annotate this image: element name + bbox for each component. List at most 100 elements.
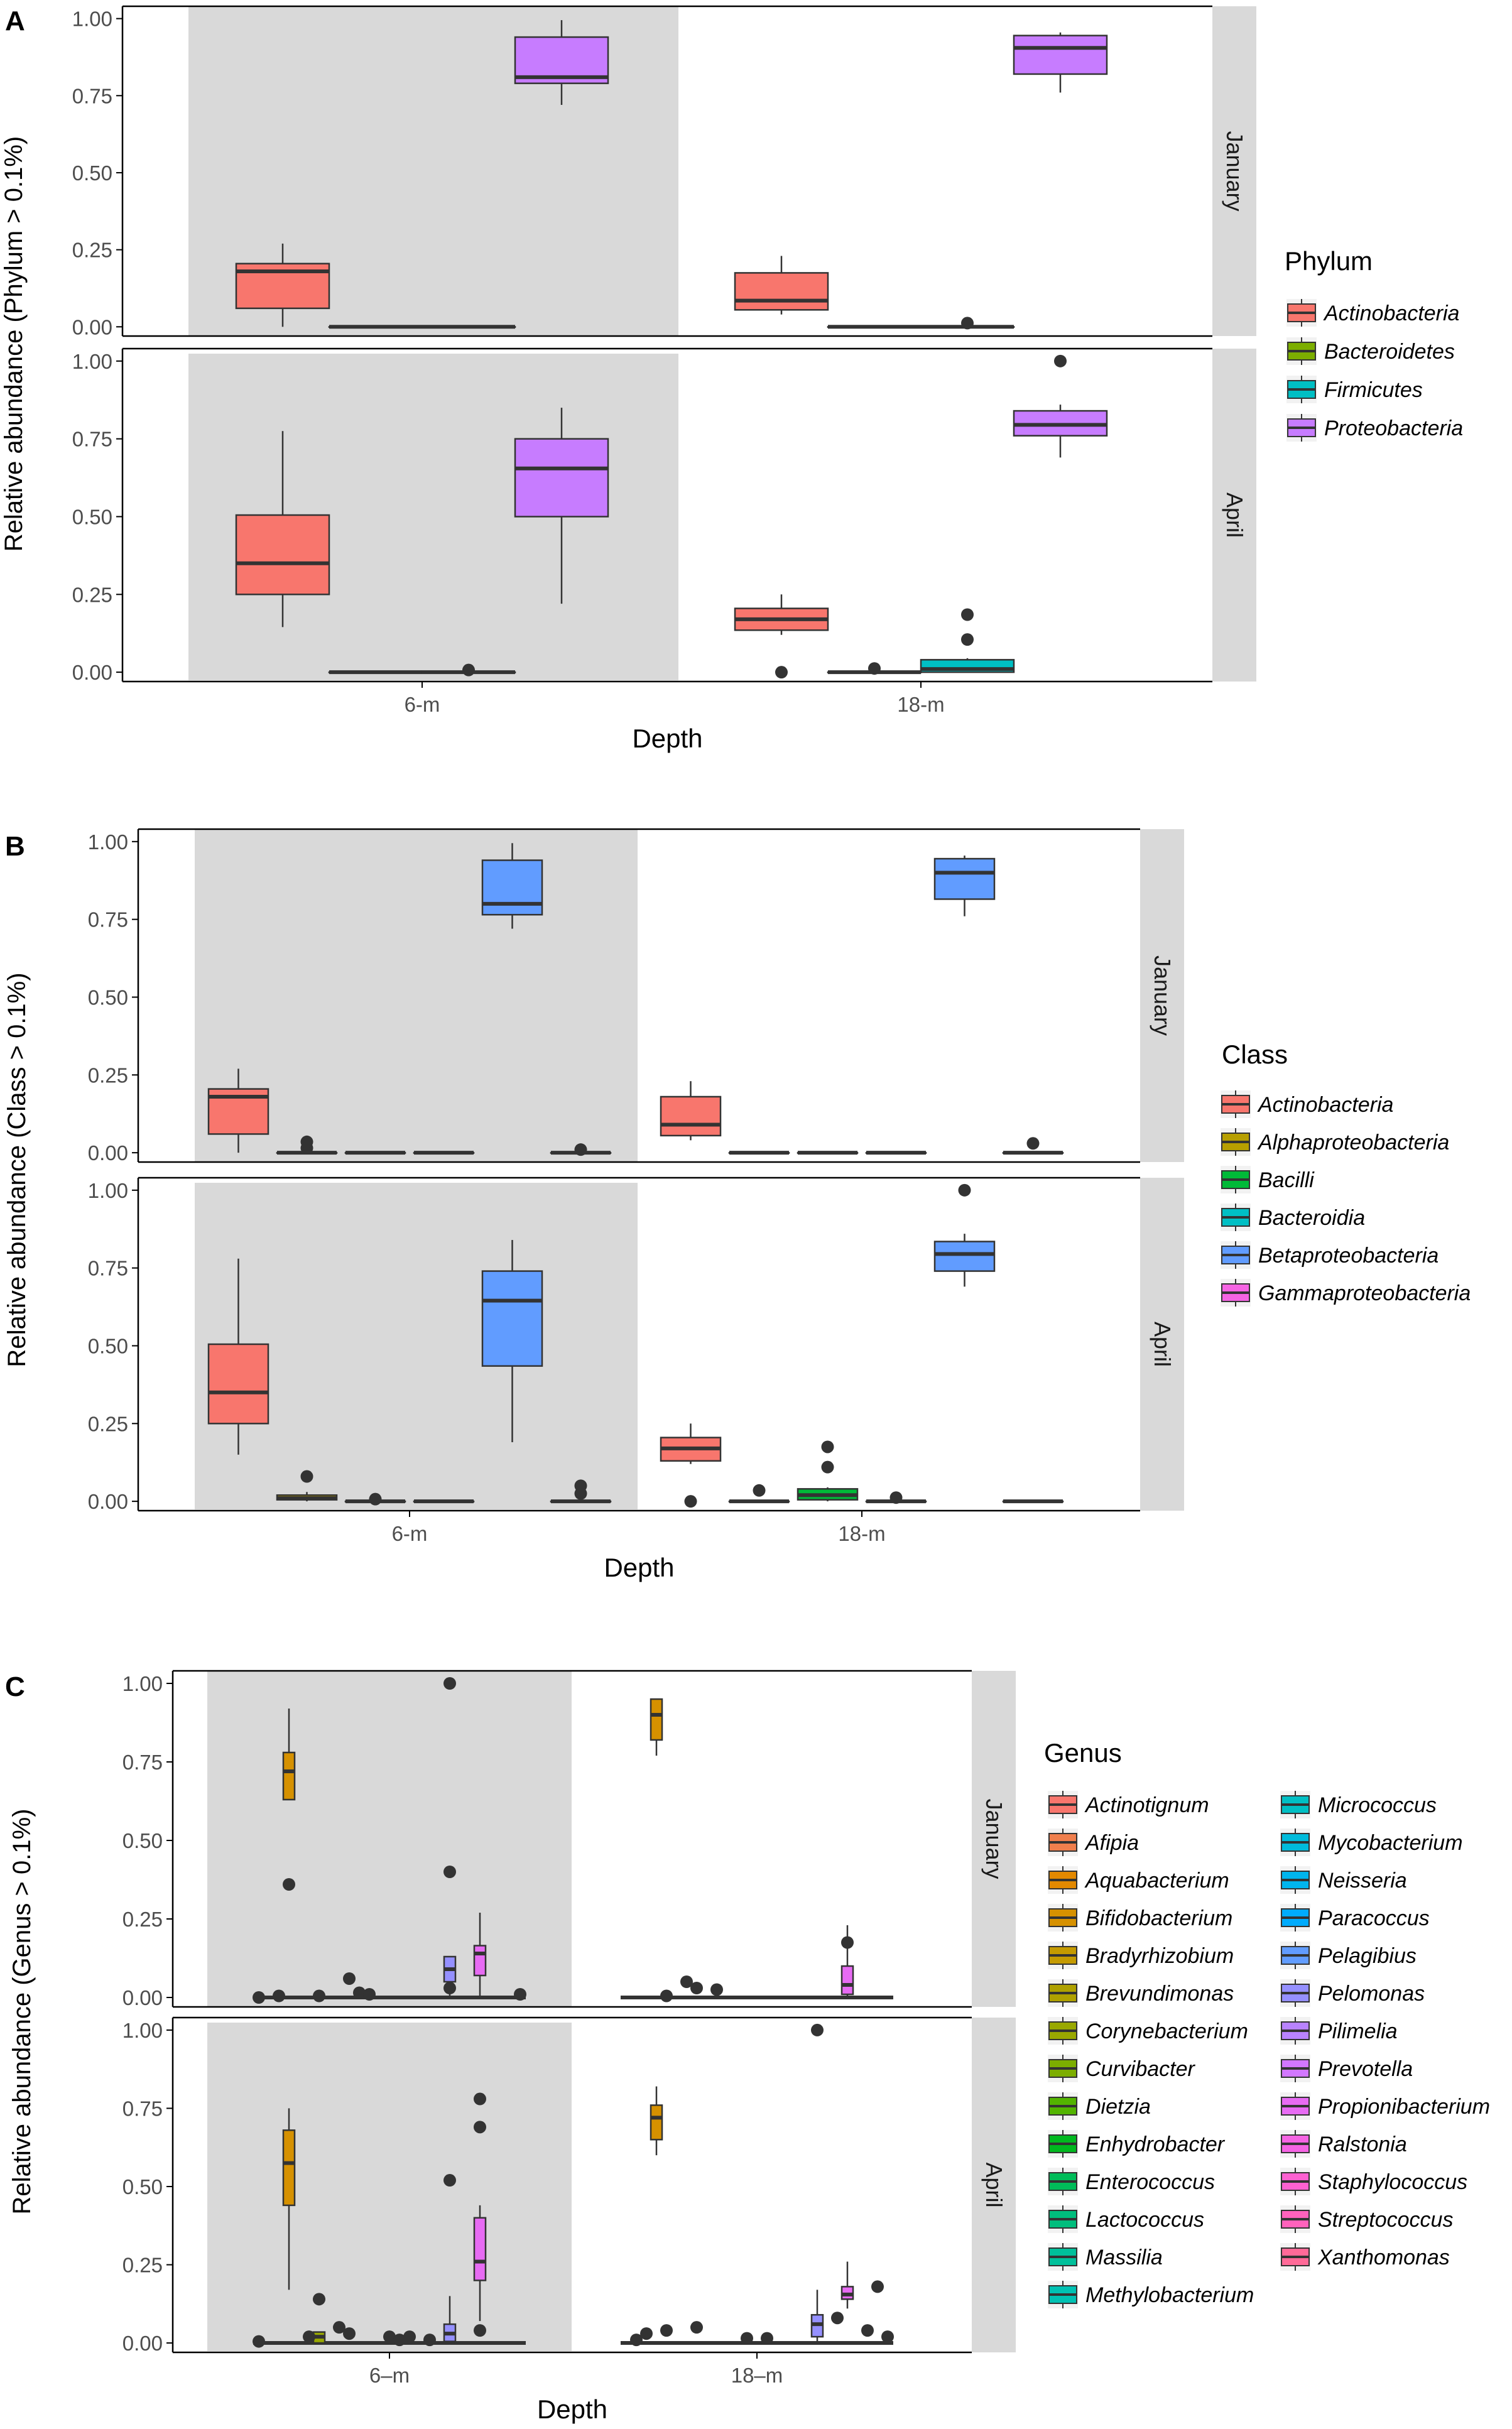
legend-item: Staphylococcus [1280,2168,1467,2195]
outlier-point [303,2330,315,2344]
facet-strip [1212,6,1256,336]
outlier-point [775,666,788,679]
outlier-point [443,1677,456,1690]
box-body [734,272,829,311]
y-tick-label: 1.00 [88,1179,128,1202]
legend-label: Pelagibius [1318,1944,1417,1968]
legend-item: Enterococcus [1048,2168,1215,2195]
facet-strip [1140,829,1184,1162]
legend-item: Actinobacteria [1221,1090,1393,1118]
box-firmicutes [920,317,1015,330]
legend-label: Actinobacteria [1323,302,1459,325]
outlier-point [574,1479,587,1492]
y-tick-label: 0.25 [122,1908,163,1931]
outlier-point [253,2335,265,2348]
y-axis-title: Relative abundance (Genus > 0.1%) [8,1809,36,2215]
legend: Class Actinobacteria Alphaproteobacteria Ba… [1221,1040,1471,1307]
legend-item: Prevotella [1280,2055,1413,2082]
legend-item: Afipia [1048,1829,1139,1856]
legend-label: Micrococcus [1318,1793,1437,1817]
legend-label: Lactococcus [1085,2208,1204,2232]
y-tick-label: 0.00 [122,2332,163,2355]
legend-label: Aquabacterium [1084,1869,1229,1893]
y-tick-label: 0.50 [88,1334,128,1357]
panel-a: A Relative abundance (Phylum > 0.1%) Janua… [0,5,1463,753]
y-tick-label: 1.00 [72,350,112,373]
outlier-point [474,2324,486,2337]
outlier-point [710,1983,723,1996]
legend-item: Streptococcus [1280,2205,1453,2233]
box-bifidobacterium [650,2086,663,2156]
legend-item: Firmicutes [1286,376,1423,403]
outlier-point [961,317,974,330]
legend-item: Pelomonas [1280,1979,1425,2007]
facet-strip-label: April [981,2162,1007,2207]
legend-label: Proteobacteria [1324,416,1463,440]
facet-strip-label: April [1222,492,1248,538]
box-pelomonas [443,2174,457,2344]
box-propionibacterium [473,2092,487,2337]
outlier-point [868,662,881,675]
outlier-point [514,1988,526,2001]
legend-label: Bacteroidetes [1324,340,1455,364]
legend-label: Xanthomonas [1317,2246,1450,2269]
legend-item: Aquabacterium [1048,1866,1229,1894]
outlier-point [958,1183,971,1197]
box-actinobacteria [734,594,829,679]
box-bacilli [344,1492,406,1506]
y-tick-label: 0.00 [88,1490,128,1513]
box-bacteroidia [865,1491,927,1504]
legend-label: Enhydrobacter [1085,2133,1226,2156]
box-proteobacteria [1013,354,1108,458]
facet-april: April 0.00 0.25 0.50 0.75 1.00 [88,1176,1184,1513]
legend-item: Curvibacter [1048,2055,1196,2082]
y-tick-label: 0.75 [122,2097,163,2120]
legend-item: Pilimelia [1280,2017,1398,2045]
legend-item: Neisseria [1280,1866,1407,1894]
box-body [840,1965,854,1996]
legend-item: Methylobacterium [1048,2281,1254,2308]
box-body [933,857,996,900]
box-body [481,859,543,916]
outlier-point [383,2330,396,2344]
legend-item: Bradyrhizobium [1048,1942,1234,1969]
y-tick-label: 0.50 [72,161,112,185]
depth-6m-shading [207,1671,572,2007]
y-axis-title: Relative abundance (Phylum > 0.1%) [0,136,28,552]
legend-item: Micrococcus [1280,1791,1437,1818]
panel-label: A [5,6,25,36]
x-tick-label: 18–m [731,2364,783,2387]
box-body [282,1751,296,1801]
box-proteobacteria [514,20,609,106]
outlier-point [462,663,475,677]
box-body [933,1241,996,1272]
x-tick-label: 18-m [897,693,944,716]
legend-label: Bradyrhizobium [1085,1944,1234,1968]
legend-label: Methylobacterium [1085,2283,1254,2307]
outlier-point [443,1866,456,1878]
box-betaproteobacteria [481,843,543,929]
legend-label: Paracoccus [1318,1906,1430,1930]
box-proteobacteria [1013,32,1108,93]
depth-6m-shading [207,2023,572,2351]
box-body [514,438,609,518]
y-tick-label: 0.00 [72,661,112,684]
x-tick-label: 6–m [369,2364,410,2387]
legend-title: Phylum [1285,246,1373,276]
legend-item: Massilia [1048,2243,1163,2271]
outlier-point [690,1982,703,1994]
box-gammaproteobacteria [550,1479,612,1504]
x-tick-label: 18-m [838,1522,885,1545]
box-body [660,1095,722,1137]
facet-strip-label: January [1150,955,1175,1036]
x-axis-title: Depth [604,1553,674,1582]
legend-item: Propionibacterium [1280,2092,1490,2120]
facet-january: January 0.00 0.25 0.50 0.75 1.00 [72,5,1256,339]
y-tick-label: 0.75 [72,84,112,107]
legend-item: Enhydrobacter [1048,2130,1226,2158]
facet-january: January 0.00 0.25 0.50 0.75 1.00 [88,828,1184,1165]
outlier-point [841,1936,854,1949]
outlier-point [831,2312,844,2325]
outlier-point [630,2334,643,2347]
outlier-point [861,2324,874,2337]
